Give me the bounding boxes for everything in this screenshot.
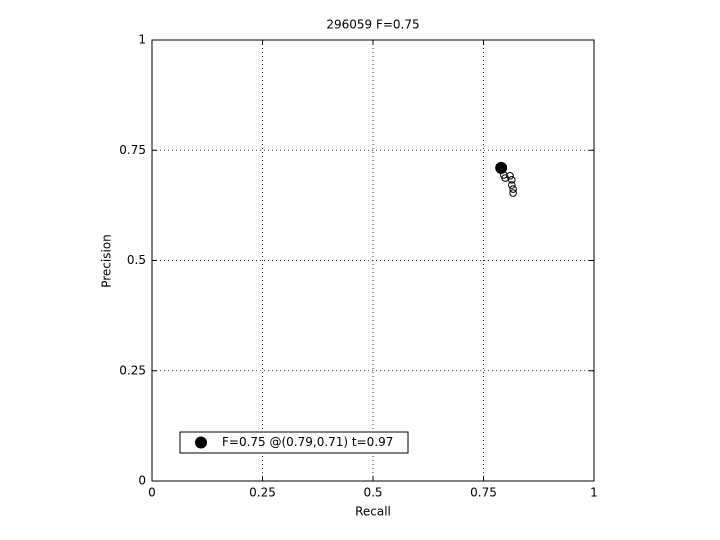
y-tick-label: 0.75	[119, 143, 146, 157]
y-tick-label: 0.25	[119, 363, 146, 377]
x-tick-label: 1	[590, 486, 598, 500]
x-tick-label: 0.25	[249, 486, 276, 500]
legend-label: F=0.75 @(0.79,0.71) t=0.97	[222, 435, 393, 449]
x-tick-label: 0	[148, 486, 156, 500]
point	[506, 172, 514, 180]
x-axis-label: Recall	[355, 505, 391, 519]
legend-box	[179, 431, 409, 454]
point	[495, 161, 508, 174]
legend-marker	[195, 436, 207, 449]
point	[507, 181, 516, 189]
point	[509, 189, 517, 197]
point	[509, 185, 517, 193]
y-tick-label: 0	[138, 474, 146, 488]
plot-frame	[151, 39, 595, 482]
x-tick-label: 0.75	[470, 486, 497, 500]
y-tick-label: 1	[138, 33, 146, 47]
x-tick-label: 0.5	[363, 486, 382, 500]
point	[507, 175, 516, 184]
y-tick-label: 0.5	[127, 253, 146, 267]
chart-title: 296059 F=0.75	[326, 18, 419, 32]
y-axis-label: Precision	[100, 234, 114, 288]
